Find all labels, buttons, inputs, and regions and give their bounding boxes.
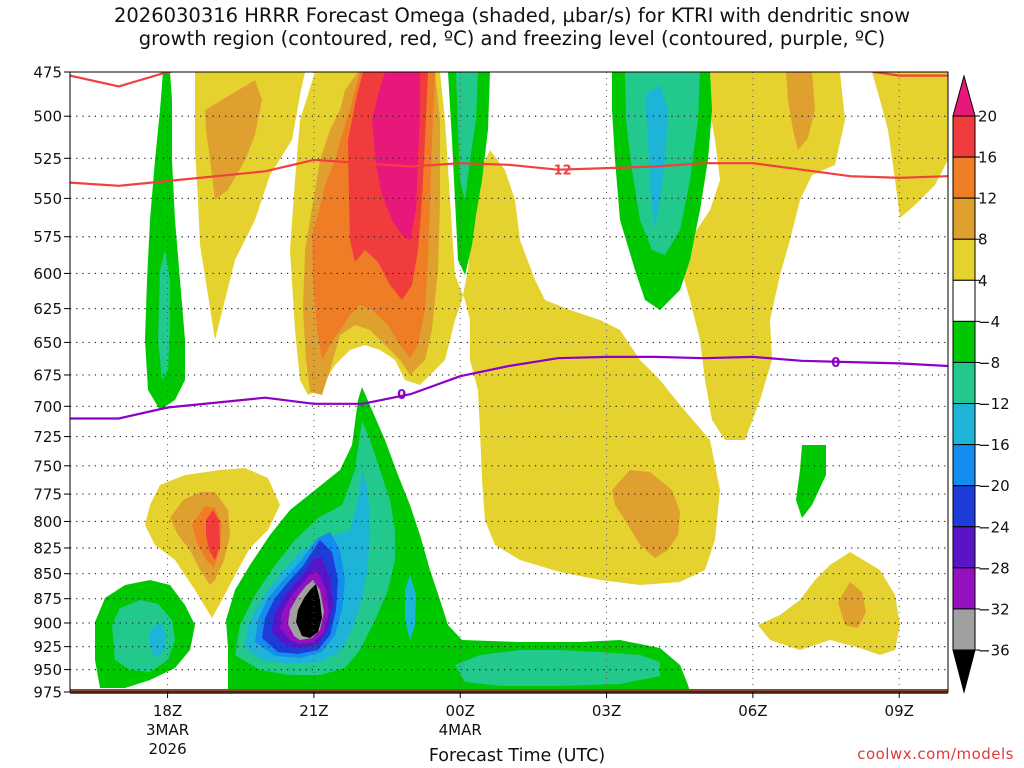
x-tick-label: 06Z: [738, 702, 767, 720]
omega-shading: [95, 72, 948, 692]
colorbar-segment: [952, 444, 976, 487]
contour-line: [70, 355, 948, 420]
omega-region-neg8-column-left: [158, 250, 170, 380]
y-tick-label: 575: [33, 228, 62, 246]
x-tick-label: 09Z: [885, 702, 914, 720]
contour-label: 12: [554, 164, 572, 179]
y-tick-label: 925: [33, 638, 62, 656]
omega-region-pos8-d: [612, 470, 680, 558]
omega-region-neg8-base: [455, 650, 660, 686]
omega-region-pos16-low: [206, 510, 220, 560]
contour-label: 0: [397, 388, 406, 403]
omega-region-pos20: [372, 72, 420, 240]
y-tick-label: 975: [33, 684, 62, 702]
omega-region-pos4-far-right: [872, 72, 948, 218]
colorbar-label: −4: [978, 313, 1000, 331]
colorbar-label: −24: [978, 518, 1010, 536]
x-tick-label: 03Z: [592, 702, 621, 720]
colorbar-label: −8: [978, 354, 1000, 372]
title-line-2: growth region (contoured, red, ºC) and f…: [138, 27, 886, 50]
colorbar-label: −12: [978, 395, 1010, 413]
colorbar-segment: [952, 485, 976, 528]
colorbar-segment: [952, 238, 976, 281]
y-tick-label: 825: [33, 539, 62, 557]
omega-region-pos8-a: [205, 80, 262, 200]
omega-region-pos8-e: [786, 72, 815, 150]
credit-link[interactable]: coolwx.com/models: [857, 745, 1014, 763]
y-tick-label: 950: [33, 661, 62, 679]
omega-region-neg12-low-left: [150, 622, 166, 658]
y-tick-label: 725: [33, 428, 62, 446]
y-tick-label: 500: [33, 108, 62, 126]
colorbar-label: −36: [978, 642, 1010, 660]
colorbar-label: 20: [978, 108, 997, 126]
x-tick-label: 21Z: [299, 702, 328, 720]
colorbar-segment: [952, 320, 976, 363]
y-tick-label: 650: [33, 334, 62, 352]
omega-region-pos8-f: [838, 582, 866, 628]
omega-region-neg8-column-mid: [456, 72, 478, 200]
colorbar-label: −28: [978, 559, 1010, 577]
colorbar-segment: [952, 74, 976, 117]
y-tick-label: 700: [33, 398, 62, 416]
colorbar-segment: [952, 361, 976, 405]
y-tick-label: 525: [33, 150, 62, 168]
colorbar-label: 12: [978, 190, 997, 208]
colorbar-label: −32: [978, 600, 1010, 618]
y-tick-label: 625: [33, 300, 62, 318]
colorbar-segment: [952, 403, 976, 446]
colorbar-label: 8: [978, 231, 988, 249]
omega-region-neg4-tiny-right: [796, 445, 826, 518]
colorbar-label: 16: [978, 149, 997, 167]
omega-region-pos4-low-right: [758, 552, 900, 655]
y-tick-label: 750: [33, 457, 62, 475]
x-tick-label: 3MAR: [146, 721, 189, 739]
y-tick-label: 900: [33, 614, 62, 632]
omega-region-neg12-column: [645, 85, 668, 230]
y-axis: 475 500 525 550 575 600 625 650 675 700 725 750 775 8…: [33, 64, 70, 702]
x-tick-label: 18Z: [153, 702, 182, 720]
colorbar-segment: [952, 115, 976, 158]
omega-region-neg4-left-column: [145, 72, 185, 410]
y-tick-label: 775: [33, 486, 62, 504]
colorbar-label: −20: [978, 477, 1010, 495]
contour-line: [70, 158, 948, 187]
colorbar-label: −16: [978, 436, 1010, 454]
y-tick-label: 675: [33, 366, 62, 384]
y-tick-label: 800: [33, 513, 62, 531]
x-tick-label: 4MAR: [439, 721, 482, 739]
x-tick-label: 00Z: [446, 702, 475, 720]
colorbar-segment: [952, 567, 976, 610]
plot-frame: [69, 71, 949, 693]
colorbar-segment: [952, 197, 976, 240]
colorbar-segment: [952, 156, 976, 199]
colorbar-segment: [952, 279, 976, 322]
y-tick-label: 600: [33, 265, 62, 283]
colorbar: 20 16 12 8 4 −4 −8 −12 −16 −20 −24 −28 −32 −36: [952, 74, 1010, 694]
colorbar-segment: [952, 649, 976, 694]
colorbar-label: 4: [978, 272, 988, 290]
x-tick-label: 2026: [148, 740, 186, 758]
colorbar-segment: [952, 608, 976, 651]
y-tick-label: 475: [33, 64, 62, 82]
y-tick-label: 850: [33, 565, 62, 583]
contour-lines: 12 0 0: [70, 72, 948, 420]
y-tick-label: 550: [33, 190, 62, 208]
y-tick-label: 875: [33, 590, 62, 608]
x-axis-label: Forecast Time (UTC): [428, 746, 606, 766]
grid-lines: [70, 72, 948, 692]
colorbar-segment: [952, 526, 976, 569]
omega-region-neg12-small: [405, 575, 416, 640]
contour-label: 0: [831, 356, 840, 371]
omega-region-neg36: [296, 584, 322, 638]
chart-title: 2026030316 HRRR Forecast Omega (shaded, …: [0, 4, 1024, 50]
title-line-1: 2026030316 HRRR Forecast Omega (shaded, …: [113, 4, 911, 27]
